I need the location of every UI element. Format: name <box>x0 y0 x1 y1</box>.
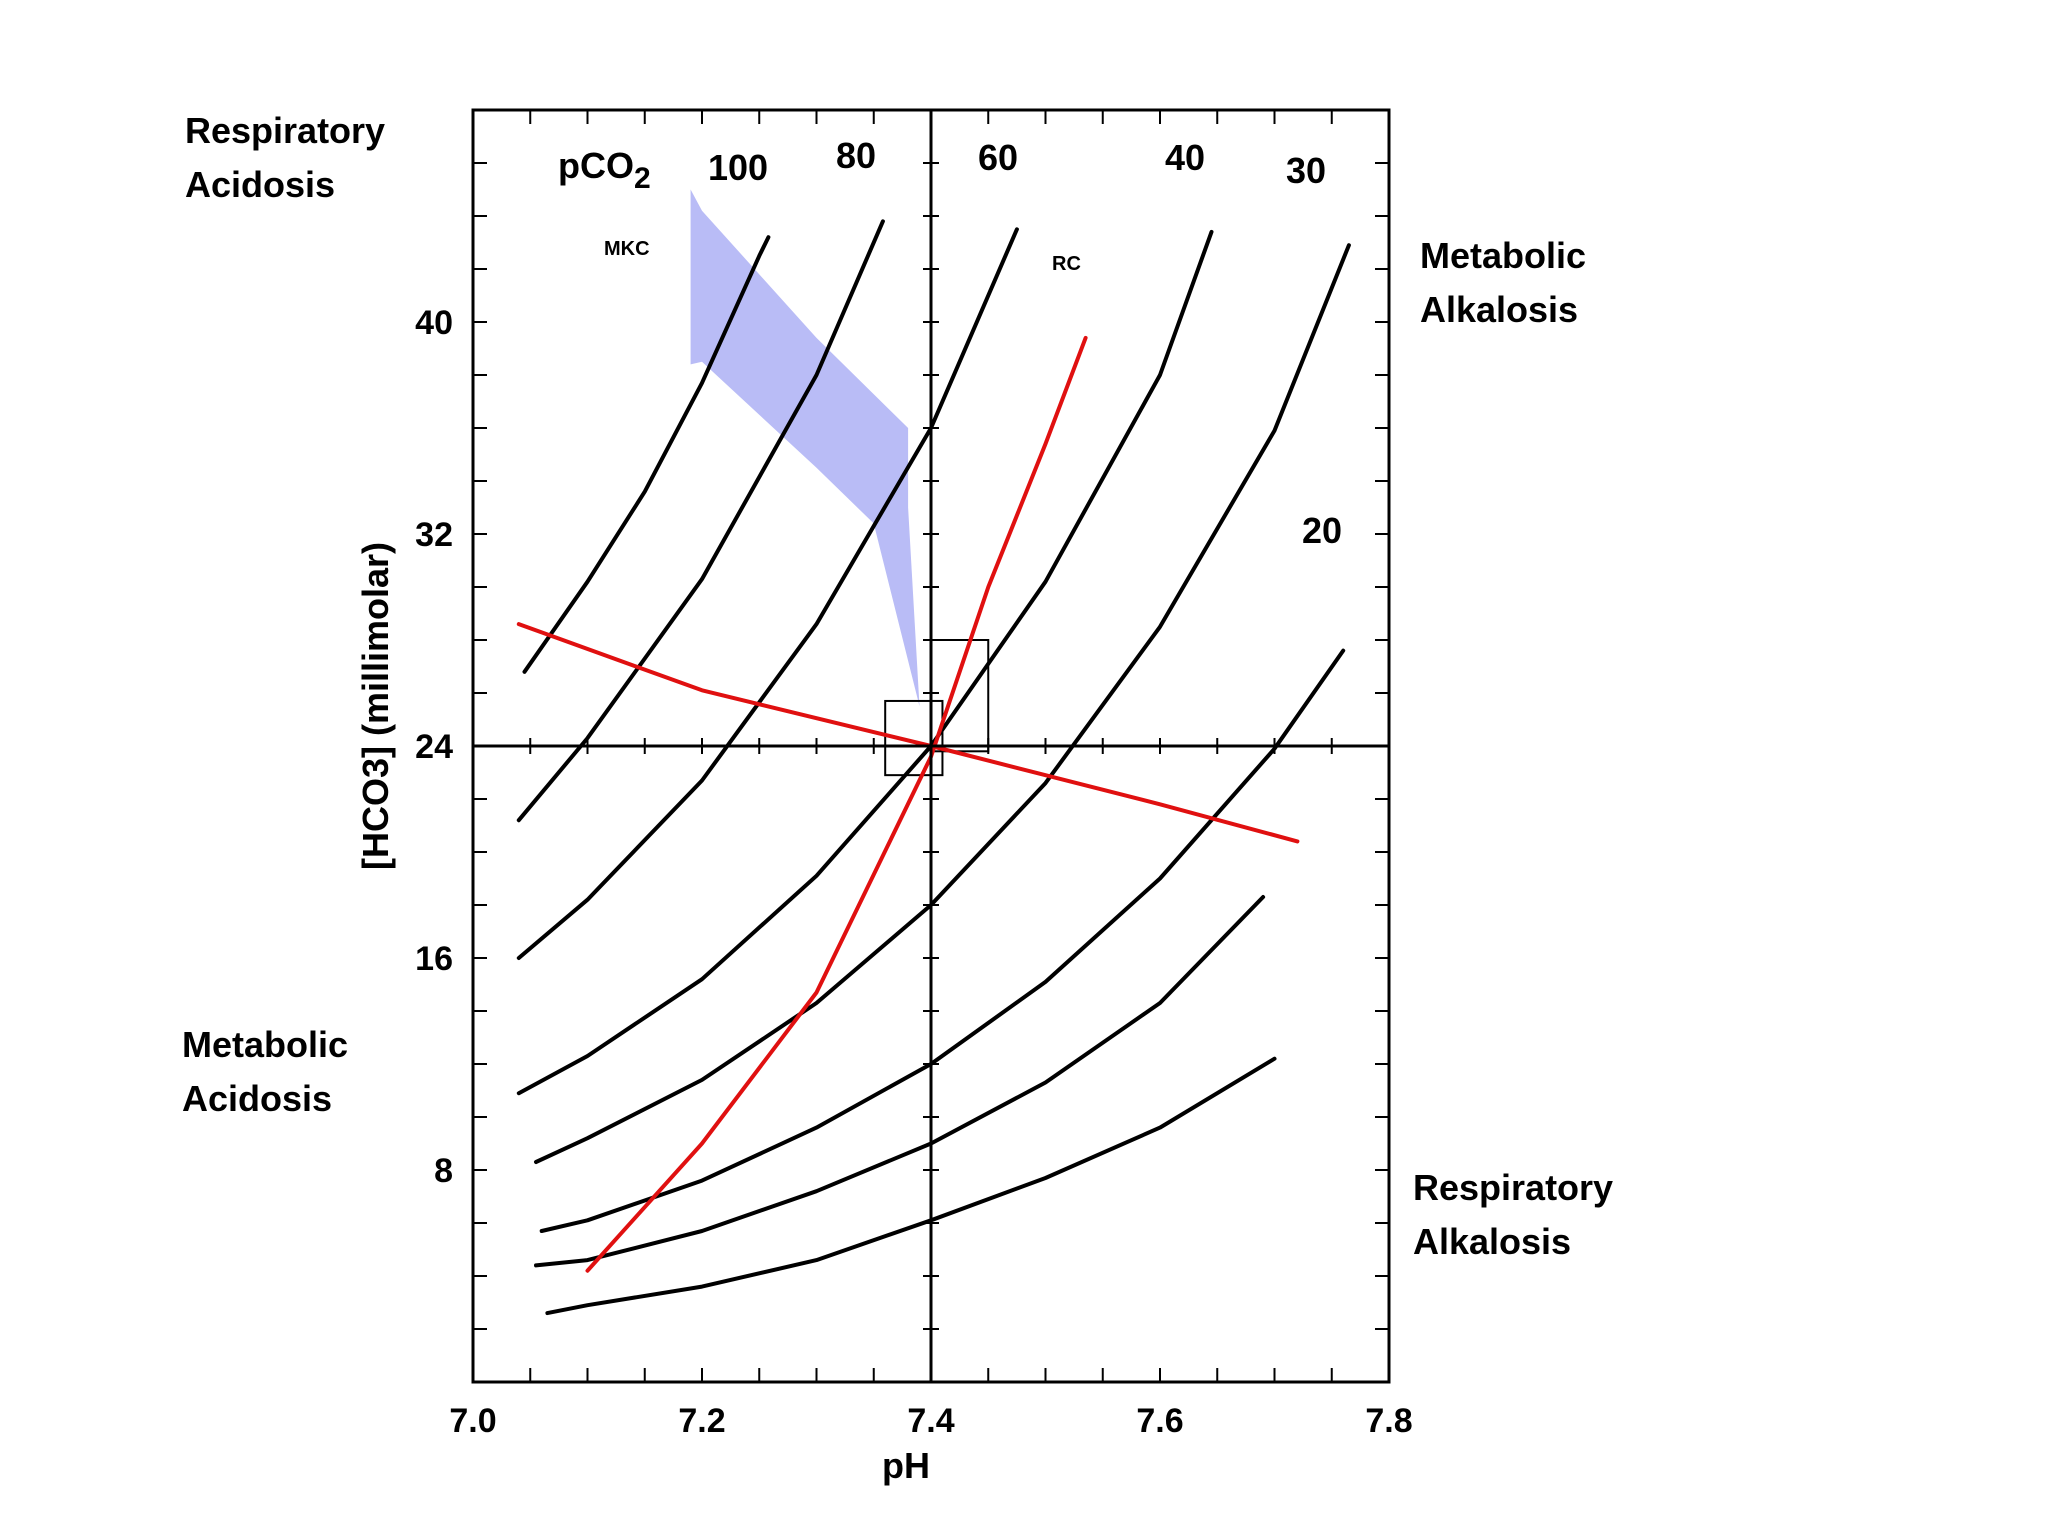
red-line-label-rc: RC <box>1052 253 1081 275</box>
y-tick-label: 8 <box>434 1152 453 1190</box>
band-label-mkc: MKC <box>604 238 650 260</box>
pco2-title: pCO2 <box>558 145 651 195</box>
y-tick-label: 16 <box>415 940 453 978</box>
region-label-respiratory-alkalosis-line1: Respiratory <box>1413 1167 1613 1208</box>
x-tick-label: 7.0 <box>449 1402 496 1440</box>
region-label-metabolic-alkalosis-line1: Metabolic <box>1420 235 1586 276</box>
region-label-respiratory-alkalosis-line2: Alkalosis <box>1413 1221 1571 1262</box>
region-label-respiratory-acidosis-line2: Acidosis <box>185 164 335 205</box>
isobar-line-100 <box>522 235 771 674</box>
isobar-line-unlabeled-8 <box>545 1056 1277 1316</box>
y-tick-label: 40 <box>415 304 453 342</box>
region-label-metabolic-acidosis-line2: Acidosis <box>182 1078 332 1119</box>
pco2-title-main: pCO <box>558 145 634 186</box>
region-label-metabolic-acidosis-line1: Metabolic <box>182 1024 348 1065</box>
y-tick-label: 24 <box>415 728 453 766</box>
isobar-label-30: 30 <box>1286 150 1326 191</box>
isobar-line-80 <box>516 219 885 823</box>
isobar-line-40 <box>516 229 1214 1096</box>
isobar-line-unlabeled-7 <box>534 895 1266 1268</box>
x-axis-title: pH <box>882 1445 930 1486</box>
isobar-label-40: 40 <box>1165 137 1205 178</box>
region-box-1 <box>884 699 944 777</box>
y-axis-title: [HCO3] (millimolar) <box>355 542 396 870</box>
x-tick-label: 7.4 <box>907 1402 954 1440</box>
x-tick-label: 7.8 <box>1365 1402 1412 1440</box>
isobar-label-60: 60 <box>978 137 1018 178</box>
y-tick-label: 32 <box>415 516 453 554</box>
isobar-label-100: 100 <box>708 147 768 188</box>
mkc-shaded-band <box>690 189 920 707</box>
pco2-title-subscript: 2 <box>634 162 651 195</box>
region-label-metabolic-alkalosis-line2: Alkalosis <box>1420 289 1578 330</box>
x-tick-label: 7.2 <box>678 1402 725 1440</box>
isobar-label-20: 20 <box>1302 510 1342 551</box>
x-tick-label: 7.6 <box>1136 1402 1183 1440</box>
isobar-label-80: 80 <box>836 135 876 176</box>
region-label-respiratory-acidosis-line1: Respiratory <box>185 110 385 151</box>
